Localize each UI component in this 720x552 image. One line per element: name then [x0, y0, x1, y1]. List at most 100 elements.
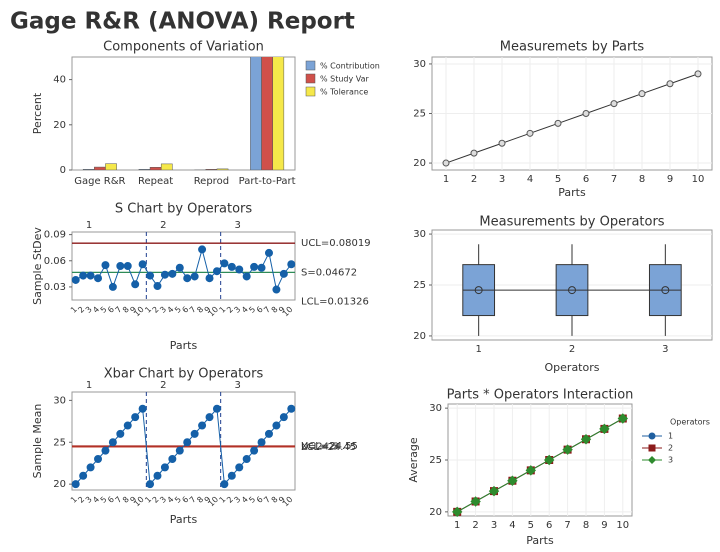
bar — [205, 169, 218, 170]
bar — [160, 163, 173, 170]
group-label: 3 — [234, 380, 240, 391]
chart-title: Parts * Operators Interaction — [447, 388, 634, 403]
x-axis-label: Parts — [526, 534, 554, 547]
x-tick-label: 1 — [218, 495, 228, 505]
x-tick-label: 4 — [240, 495, 250, 505]
x-axis-label: Parts — [170, 513, 198, 526]
x-tick-label: 2 — [151, 495, 161, 505]
x-tick-label: 9 — [277, 305, 287, 315]
marker — [470, 496, 481, 507]
marker — [108, 438, 117, 447]
marker — [526, 129, 534, 137]
x-tick-label: 4 — [166, 495, 176, 505]
marker — [79, 271, 88, 280]
y-tick-label: 0.06 — [44, 256, 66, 267]
marker — [131, 413, 140, 422]
y-tick-label: 25 — [413, 280, 426, 291]
x-tick-label: 2 — [76, 495, 86, 505]
marker — [227, 262, 236, 271]
mean-marker — [474, 286, 483, 295]
control-limit-label: X=24.5 — [301, 441, 339, 452]
y-tick-label: 25 — [429, 455, 442, 466]
marker — [582, 110, 590, 117]
x-tick-label: 5 — [99, 495, 109, 505]
marker — [257, 438, 266, 447]
marker — [235, 265, 244, 274]
marker — [250, 446, 259, 455]
bar — [216, 168, 229, 170]
x-tick-label: 6 — [106, 495, 116, 505]
bar — [272, 57, 285, 170]
y-axis-label: Average — [407, 437, 420, 482]
marker — [190, 429, 199, 438]
chart-title: Measuremets by Parts — [500, 40, 645, 55]
y-tick-label: 20 — [413, 158, 426, 169]
y-tick-label: 20 — [53, 479, 66, 490]
x-tick-label: 8 — [639, 174, 645, 185]
x-tick-label: 3 — [158, 305, 168, 315]
x-tick-label: 9 — [128, 495, 138, 505]
x-tick-label: 1 — [443, 174, 449, 185]
x-tick-label: 7 — [188, 495, 198, 505]
x-axis-label: Parts — [558, 186, 586, 199]
x-tick-label: 10 — [281, 495, 295, 509]
y-axis-label: Sample Mean — [31, 404, 44, 479]
legend-label: % Study Var — [320, 75, 370, 84]
x-tick-label: 7 — [611, 174, 617, 185]
marker — [543, 454, 555, 466]
y-tick-label: 0 — [60, 165, 66, 176]
marker — [442, 159, 450, 167]
x-tick-label: 5 — [173, 495, 183, 505]
group-label: 2 — [160, 380, 166, 391]
marker — [279, 269, 288, 278]
x-tick-label: 6 — [546, 520, 552, 531]
x-tick-label: 3 — [84, 495, 94, 505]
x-tick-label: 6 — [255, 305, 265, 315]
marker — [138, 260, 147, 269]
legend-label: % Tolerance — [320, 88, 368, 97]
x-tick-label: 2 — [569, 344, 575, 355]
marker — [525, 465, 537, 476]
x-axis-label: Parts — [170, 339, 198, 352]
legend-label: 2 — [668, 444, 673, 453]
x-tick-label: 5 — [247, 305, 257, 315]
x-tick-label: 5 — [99, 305, 109, 315]
x-tick-label: 7 — [564, 520, 570, 531]
x-tick-label: 9 — [667, 174, 673, 185]
bar — [105, 163, 117, 170]
y-tick-label: 20 — [429, 507, 442, 518]
chart-title: Xbar Chart by Operators — [104, 367, 264, 382]
y-axis-label: Sample StDev — [31, 227, 44, 305]
marker — [610, 100, 618, 108]
marker — [287, 404, 296, 413]
x-tick-label: 4 — [509, 520, 515, 531]
x-tick-label: 8 — [121, 495, 131, 505]
marker — [488, 485, 500, 497]
x-tick-label: 9 — [277, 495, 287, 505]
legend-label: 3 — [668, 456, 673, 465]
marker — [451, 506, 463, 518]
x-tick-label: 6 — [255, 495, 265, 505]
marker — [94, 274, 103, 283]
x-tick-label: 1 — [143, 495, 153, 505]
x-tick-label: 2 — [76, 305, 86, 315]
group-label: 2 — [160, 220, 166, 231]
page-title: Gage R&R (ANOVA) Report — [10, 9, 355, 35]
x-tick-label: 4 — [91, 305, 101, 315]
y-tick-label: 20 — [413, 331, 426, 342]
x-tick-label: 5 — [555, 174, 561, 185]
mean-marker — [568, 286, 576, 295]
y-axis-label: Percent — [31, 92, 44, 134]
y-tick-label: 30 — [413, 229, 426, 240]
marker — [638, 90, 646, 98]
legend-label: % Contribution — [320, 62, 380, 71]
chart-title: Components of Variation — [103, 40, 264, 55]
x-tick-label: 3 — [491, 520, 497, 531]
marker — [242, 455, 251, 464]
x-tick-label: 2 — [471, 174, 477, 185]
marker — [175, 263, 184, 272]
marker — [71, 275, 80, 284]
marker — [153, 471, 162, 480]
marker — [108, 282, 117, 291]
